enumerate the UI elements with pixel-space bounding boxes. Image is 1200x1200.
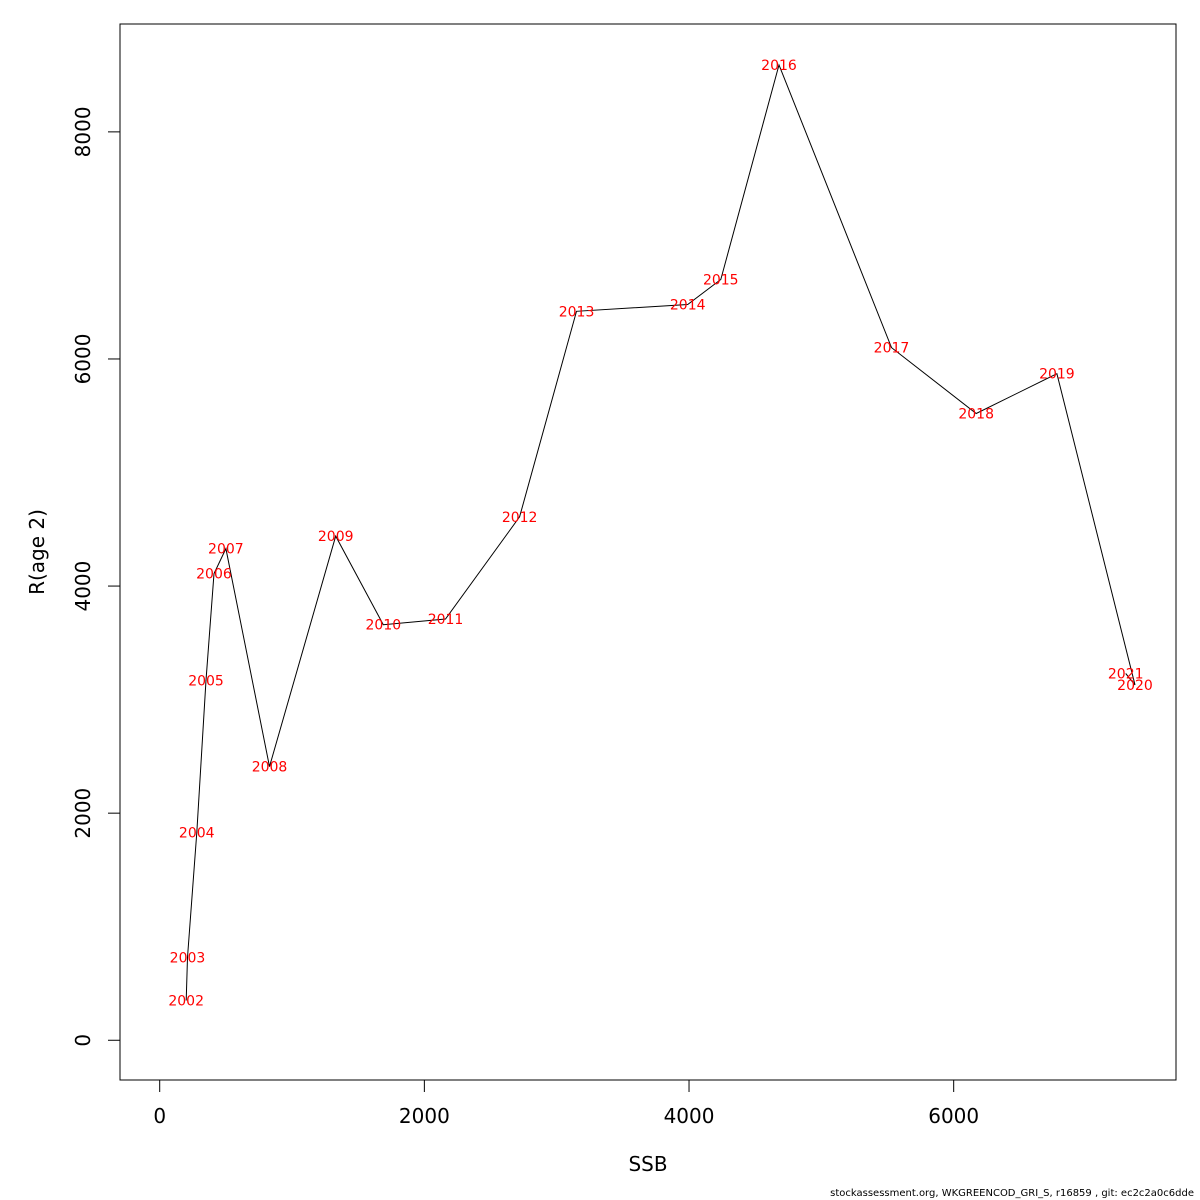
y-tick-label: 2000 <box>71 788 95 839</box>
x-tick-label: 4000 <box>664 1104 715 1128</box>
point-label: 2015 <box>703 272 739 288</box>
x-tick-label: 2000 <box>399 1104 450 1128</box>
point-label: 2014 <box>670 297 706 313</box>
y-axis-title: R(age 2) <box>25 509 49 595</box>
x-axis: 0 2000 4000 6000 <box>153 1079 979 1128</box>
point-label: 2008 <box>252 760 288 776</box>
point-label: 2005 <box>188 673 224 689</box>
point-label: 2009 <box>318 529 354 545</box>
point-label: 2011 <box>428 612 464 628</box>
year-labels: 2002 2003 2004 2005 2006 2007 2008 2009 2010 2011… <box>168 58 1152 1010</box>
x-tick-label: 0 <box>153 1104 166 1128</box>
point-label: 2004 <box>179 825 215 841</box>
y-axis: 0 2000 4000 6000 8000 <box>71 106 121 1047</box>
point-label: 2003 <box>170 950 206 966</box>
y-tick-label: 4000 <box>71 561 95 612</box>
y-tick-label: 8000 <box>71 106 95 157</box>
series-line <box>185 63 1136 1001</box>
point-label: 2020 <box>1117 678 1153 694</box>
x-axis-title: SSB <box>628 1152 667 1176</box>
point-label: 2010 <box>366 618 402 634</box>
x-tick-label: 6000 <box>928 1104 979 1128</box>
point-label: 2002 <box>168 994 204 1010</box>
point-label: 2021 <box>1108 666 1144 682</box>
plot-frame <box>119 23 1177 1081</box>
y-tick-label: 6000 <box>71 334 95 385</box>
point-label: 2007 <box>208 542 244 558</box>
point-label: 2019 <box>1039 367 1075 383</box>
point-label: 2013 <box>559 304 595 320</box>
point-label: 2006 <box>196 567 232 583</box>
point-label: 2018 <box>958 406 994 422</box>
y-tick-label: 0 <box>71 1034 95 1047</box>
point-label: 2017 <box>874 341 910 357</box>
point-label: 2012 <box>502 510 538 526</box>
point-label: 2016 <box>761 58 797 74</box>
footer-credit: stockassessment.org, WKGREENCOD_GRI_S, r… <box>830 1188 1194 1199</box>
